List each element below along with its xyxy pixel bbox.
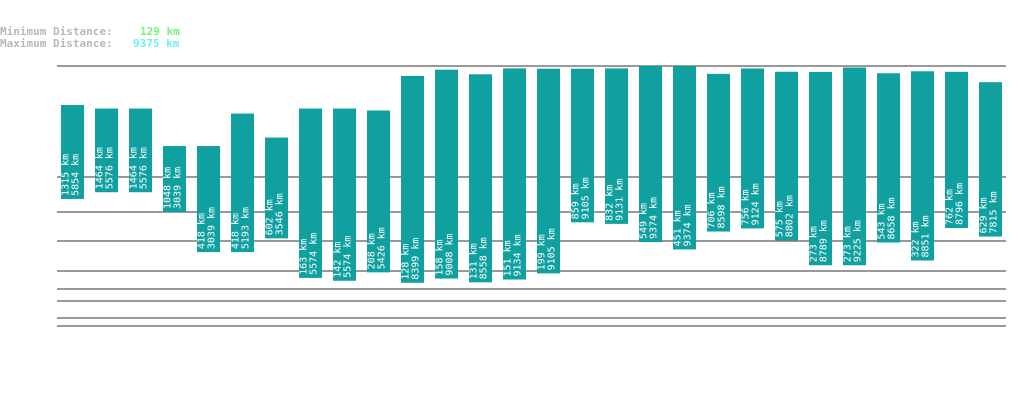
bar-label: 418 km <box>197 213 208 249</box>
bar-label: 199 km <box>537 234 548 270</box>
range-bar <box>673 66 696 250</box>
range-bar <box>809 71 832 266</box>
bar-label: 8399 km <box>411 238 422 280</box>
bar-label: 3546 km <box>275 193 286 235</box>
bar-label: 756 km <box>741 189 752 225</box>
range-bar <box>333 108 356 281</box>
bar-label: 208 km <box>367 233 378 269</box>
range-bar <box>95 108 118 193</box>
bar-label: 8658 km <box>887 197 898 239</box>
range-bar <box>707 73 730 232</box>
bar-label: 8598 km <box>717 186 728 228</box>
bar-label: 8796 km <box>955 183 966 225</box>
range-bar <box>435 69 458 279</box>
bar-label: 7815 km <box>989 191 1000 233</box>
bar-label: 273 km <box>843 226 854 262</box>
bar-label: 8789 km <box>819 220 830 262</box>
min-value: 129 km <box>140 25 180 38</box>
bar-label: 9374 km <box>683 204 694 246</box>
range-bar <box>537 68 560 274</box>
bar-label: 163 km <box>299 239 310 275</box>
bar-label: 9105 km <box>547 228 558 270</box>
bar-label: 151 km <box>503 240 514 276</box>
range-bar <box>469 74 492 283</box>
range-bar <box>945 71 968 229</box>
range-bar <box>843 67 866 266</box>
bar-label: 629 km <box>979 197 990 233</box>
bar-label: 9131 km <box>615 179 626 221</box>
bar-label: 9374 km <box>649 197 660 239</box>
bar-label: 5576 km <box>139 147 150 189</box>
range-bar <box>61 104 84 199</box>
bar-label: 9124 km <box>751 183 762 225</box>
bar-label: 1464 km <box>129 147 140 189</box>
bar-label: 3039 km <box>173 167 184 209</box>
bar-label: 5576 km <box>105 147 116 189</box>
bar-label: 5426 km <box>377 227 388 269</box>
max-label: Maximum Distance: <box>0 37 113 50</box>
range-bar <box>367 110 390 273</box>
bar-label: 5193 km <box>241 207 252 249</box>
range-bar <box>299 108 322 278</box>
bar-label: 451 km <box>673 210 684 246</box>
bar-label: 5574 km <box>309 233 320 275</box>
range-bar <box>197 146 220 253</box>
range-bar <box>129 108 152 193</box>
bar-label: 9105 km <box>581 177 592 219</box>
range-bar <box>639 66 662 243</box>
range-bar <box>775 71 798 241</box>
range-bar <box>877 73 900 243</box>
bar-label: 1048 km <box>163 167 174 209</box>
bar-label: 128 km <box>401 244 412 280</box>
bar-label: 9225 km <box>853 220 864 262</box>
bar-label: 142 km <box>333 242 344 278</box>
bar-label: 602 km <box>265 199 276 235</box>
range-bar <box>265 137 288 239</box>
bar-label: 762 km <box>945 189 956 225</box>
range-bar <box>979 82 1002 237</box>
bar-label: 859 km <box>571 183 582 219</box>
bar-label: 8851 km <box>921 215 932 257</box>
range-bar <box>231 113 254 253</box>
bar-label: 706 km <box>707 192 718 228</box>
bar-label: 273 km <box>809 226 820 262</box>
min-label: Minimum Distance: <box>0 25 113 38</box>
max-value: 9375 km <box>133 37 180 50</box>
bar-label: 8802 km <box>785 195 796 237</box>
range-bar <box>911 71 934 261</box>
bar-label: 131 km <box>469 243 480 279</box>
bar-label: 549 km <box>639 203 650 239</box>
range-bar <box>401 75 424 283</box>
bar-label: 418 km <box>231 213 242 249</box>
range-bar <box>163 146 186 213</box>
range-bar <box>571 68 594 223</box>
bar-label: 8558 km <box>479 237 490 279</box>
bar-label: 1464 km <box>95 147 106 189</box>
bar-label: 9134 km <box>513 234 524 276</box>
bar-label: 322 km <box>911 221 922 257</box>
bar-label: 9008 km <box>445 233 456 275</box>
bar-label: 3039 km <box>207 207 218 249</box>
bar-label: 832 km <box>605 185 616 221</box>
bar-label: 5574 km <box>343 236 354 278</box>
bar-label: 5854 km <box>71 154 82 196</box>
range-bar <box>605 68 628 224</box>
bar-label: 1315 km <box>61 154 72 196</box>
bar-label: 543 km <box>877 203 888 239</box>
range-bar <box>741 68 764 229</box>
bar-label: 575 km <box>775 201 786 237</box>
bar-label: 158 km <box>435 239 446 275</box>
range-bar <box>503 68 526 280</box>
